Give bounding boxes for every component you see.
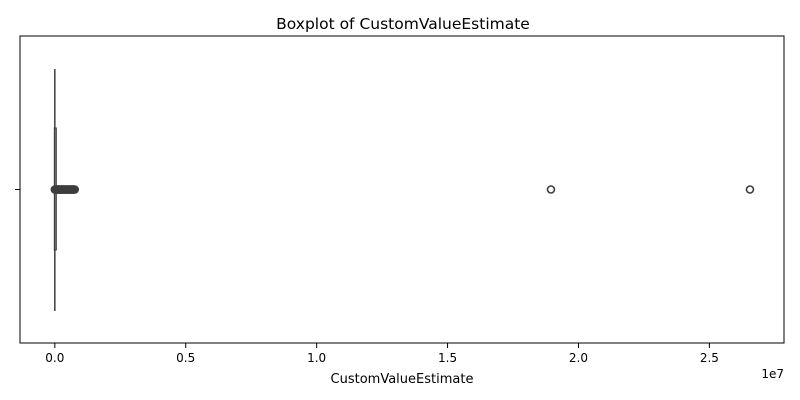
x-axis-label: CustomValueEstimate — [331, 372, 474, 387]
plot-marks — [50, 69, 755, 311]
plot-area-frame — [19, 35, 785, 344]
x-tick-label: 2.0 — [569, 351, 588, 365]
x-tick-label: 0.0 — [45, 351, 64, 365]
outlier-point — [70, 185, 80, 194]
x-tick-label: 1.0 — [307, 351, 326, 365]
x-tick-label: 1.5 — [438, 351, 457, 365]
x-axis-offset-label: 1e7 — [761, 367, 784, 381]
x-axis-ticks: 0.0 0.5 1.0 1.5 2.0 2.5 — [45, 343, 719, 365]
outlier-point — [745, 185, 755, 194]
chart-title: Boxplot of CustomValueEstimate — [276, 15, 530, 33]
outlier-point — [546, 185, 556, 194]
x-tick-label: 2.5 — [700, 351, 719, 365]
x-tick-label: 0.5 — [176, 351, 195, 365]
